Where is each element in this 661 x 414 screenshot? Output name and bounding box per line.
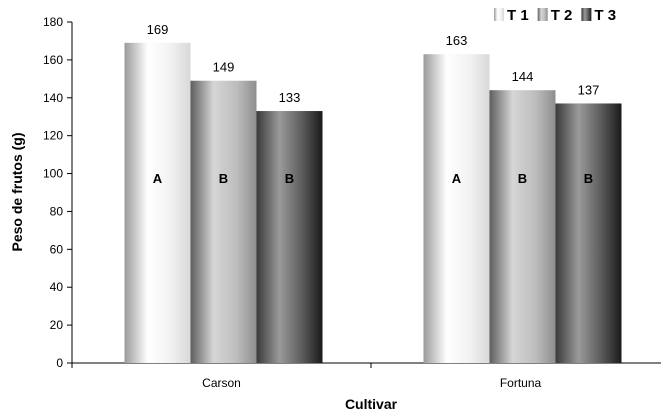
legend-label: T 1 [507, 7, 529, 24]
y-axis-label: Peso de frutos (g) [9, 132, 25, 251]
bar-value-label: 137 [578, 82, 600, 97]
bar-value-label: 163 [446, 33, 468, 48]
bar [190, 80, 257, 363]
legend-swatch [581, 8, 592, 21]
x-tick-label: Carson [202, 376, 241, 390]
y-tick-label: 140 [43, 91, 63, 105]
y-tick-label: 40 [50, 280, 64, 294]
bar [256, 111, 323, 364]
legend: T 1 T 2 T 3 [494, 7, 616, 24]
y-tick-label: 100 [43, 167, 63, 181]
y-tick-label: 80 [50, 204, 64, 218]
y-tick-label: 120 [43, 129, 63, 143]
legend-label: T 3 [594, 7, 616, 24]
bar [555, 103, 622, 363]
bar-value-label: 149 [213, 60, 235, 75]
x-axis: Carson Fortuna [71, 362, 661, 390]
legend-label: T 2 [551, 7, 573, 24]
legend-swatch [494, 8, 504, 21]
bars: 169 A 149 B 133 B 163 A 144 B 137 B [124, 22, 622, 364]
significance-letter: B [219, 171, 228, 186]
y-tick-label: 160 [43, 53, 63, 67]
bar-value-label: 144 [512, 69, 534, 84]
significance-letter: B [584, 171, 593, 186]
legend-swatch [537, 8, 548, 21]
significance-letter: B [285, 171, 294, 186]
bar [489, 90, 556, 363]
y-tick-label: 180 [43, 15, 63, 29]
x-axis-label: Cultivar [345, 396, 398, 412]
bar-value-label: 133 [279, 90, 301, 105]
significance-letter: A [452, 171, 462, 186]
significance-letter: A [153, 171, 163, 186]
y-tick-label: 60 [50, 242, 64, 256]
x-tick-label: Fortuna [500, 376, 542, 390]
y-tick-label: 20 [50, 318, 64, 332]
bar [124, 42, 191, 363]
significance-letter: B [518, 171, 527, 186]
y-axis: 0 20 40 60 80 100 120 140 160 180 [43, 15, 73, 370]
y-tick-label: 0 [56, 356, 63, 370]
bar-value-label: 169 [147, 22, 169, 37]
bar [423, 54, 490, 363]
